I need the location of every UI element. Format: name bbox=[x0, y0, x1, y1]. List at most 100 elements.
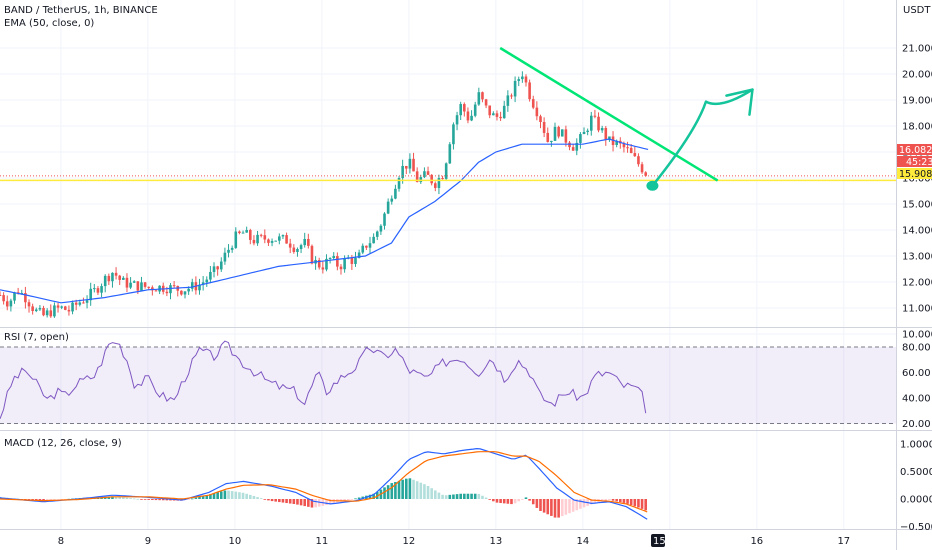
candle-body bbox=[42, 307, 45, 316]
macd-histogram-bar bbox=[60, 499, 63, 500]
candle-body bbox=[31, 306, 34, 312]
candle-body bbox=[296, 249, 299, 252]
price-tick-label: 12.0000 bbox=[902, 278, 932, 289]
candle-body bbox=[209, 271, 212, 280]
entry-marker[interactable] bbox=[646, 180, 659, 191]
candle-body bbox=[219, 261, 223, 270]
rsi-tick-label: 20.00 bbox=[902, 419, 931, 430]
macd-histogram-bar bbox=[154, 499, 158, 501]
candle-body bbox=[190, 282, 194, 289]
macd-histogram-bar bbox=[437, 492, 441, 499]
macd-axis[interactable]: 1.0000 0.5000 0.0000 −0.5000 bbox=[900, 440, 932, 534]
macd-histogram-bar bbox=[227, 490, 230, 499]
candle-body bbox=[495, 113, 499, 117]
candle-body bbox=[132, 281, 136, 283]
macd-histogram-bar bbox=[278, 499, 281, 503]
time-axis[interactable]: 8 9 10 11 12 13 14 16 17 bbox=[58, 536, 850, 547]
macd-legend[interactable]: MACD (12, 26, close, 9) bbox=[4, 438, 122, 449]
macd-histogram-bar bbox=[593, 499, 597, 504]
candle-body bbox=[100, 286, 103, 293]
candle-body bbox=[412, 158, 415, 172]
candle-body bbox=[589, 115, 593, 131]
candle-body bbox=[394, 188, 397, 199]
rsi-legend[interactable]: RSI (7, open) bbox=[4, 332, 69, 343]
macd-histogram-bar bbox=[219, 491, 223, 499]
candle-body bbox=[379, 225, 383, 232]
macd-histogram-bar bbox=[470, 493, 473, 499]
time-tick-label: 9 bbox=[145, 536, 151, 547]
macd-histogram-bar bbox=[582, 499, 586, 508]
macd-histogram-bar bbox=[288, 499, 292, 504]
candle-body bbox=[637, 156, 640, 165]
rsi-axis[interactable]: 80.00 60.00 40.00 20.00 bbox=[902, 343, 931, 431]
price-tick-label: 13.0000 bbox=[902, 252, 932, 263]
ema-line bbox=[0, 138, 649, 304]
candle-body bbox=[317, 260, 321, 268]
rsi-band bbox=[0, 347, 896, 424]
candle-body bbox=[513, 80, 517, 97]
macd-histogram-bar bbox=[404, 478, 408, 499]
ema-legend[interactable]: EMA (50, close, 0) bbox=[4, 18, 94, 29]
candle-body bbox=[67, 309, 71, 312]
macd-line bbox=[0, 447, 648, 520]
price-pane[interactable] bbox=[0, 46, 896, 318]
projection-arrow[interactable] bbox=[651, 88, 754, 188]
candle-body bbox=[433, 183, 437, 188]
candle-body bbox=[557, 126, 560, 137]
macd-tick-label: 1.0000 bbox=[900, 440, 932, 451]
candle-body bbox=[27, 302, 31, 307]
candle-body bbox=[5, 301, 9, 307]
macd-pane[interactable] bbox=[0, 447, 648, 520]
candle-body bbox=[517, 79, 521, 81]
macd-histogram-bar bbox=[622, 499, 626, 503]
candle-body bbox=[274, 240, 277, 242]
macd-histogram-bar bbox=[281, 499, 285, 503]
candle-body bbox=[448, 144, 452, 164]
candle-body bbox=[93, 288, 96, 290]
last-price-badge: 16.0821 bbox=[897, 144, 932, 156]
macd-histogram-bar bbox=[546, 499, 550, 515]
candle-body bbox=[183, 291, 187, 295]
macd-histogram-bar bbox=[390, 483, 394, 499]
downtrend-line[interactable] bbox=[499, 46, 719, 182]
macd-histogram-bar bbox=[452, 494, 455, 499]
candle-body bbox=[310, 245, 314, 264]
candle-body bbox=[488, 105, 492, 116]
symbol-legend[interactable]: BAND / TetherUS, 1h, BINANCE bbox=[4, 5, 158, 16]
macd-histogram-bar bbox=[328, 499, 332, 505]
time-tick-label: 17 bbox=[837, 536, 850, 547]
candle-body bbox=[419, 177, 423, 183]
current-time-badge: 15 bbox=[651, 534, 666, 547]
candle-body bbox=[339, 266, 343, 270]
macd-histogram-bar bbox=[42, 499, 45, 501]
macd-histogram-bar bbox=[158, 499, 161, 501]
candle-body bbox=[0, 295, 2, 296]
candle-body bbox=[386, 201, 390, 214]
candle-body bbox=[633, 153, 637, 157]
macd-histogram-bar bbox=[267, 499, 270, 501]
macd-histogram-bar bbox=[161, 499, 165, 501]
candle-body bbox=[415, 171, 419, 183]
rsi-pane[interactable] bbox=[0, 340, 896, 424]
macd-histogram-bar bbox=[550, 499, 553, 516]
candle-body bbox=[172, 285, 176, 287]
support-level-badge: 15.9080 bbox=[897, 168, 932, 180]
macd-histogram-bar bbox=[484, 497, 488, 499]
candle-body bbox=[600, 128, 604, 131]
candle-body bbox=[629, 147, 633, 154]
candle-body bbox=[96, 288, 100, 293]
candle-body bbox=[256, 234, 259, 244]
time-tick-label: 10 bbox=[229, 536, 242, 547]
candle-body bbox=[615, 140, 618, 145]
macd-histogram-bar bbox=[296, 499, 299, 505]
candle-body bbox=[270, 241, 274, 243]
macd-histogram-bar bbox=[198, 496, 201, 499]
macd-histogram-bar bbox=[361, 496, 365, 499]
macd-histogram-bar bbox=[383, 487, 386, 499]
candle-body bbox=[481, 92, 484, 100]
time-tick-label: 13 bbox=[489, 536, 502, 547]
macd-histogram-bar bbox=[310, 499, 314, 508]
candle-body bbox=[234, 231, 238, 248]
